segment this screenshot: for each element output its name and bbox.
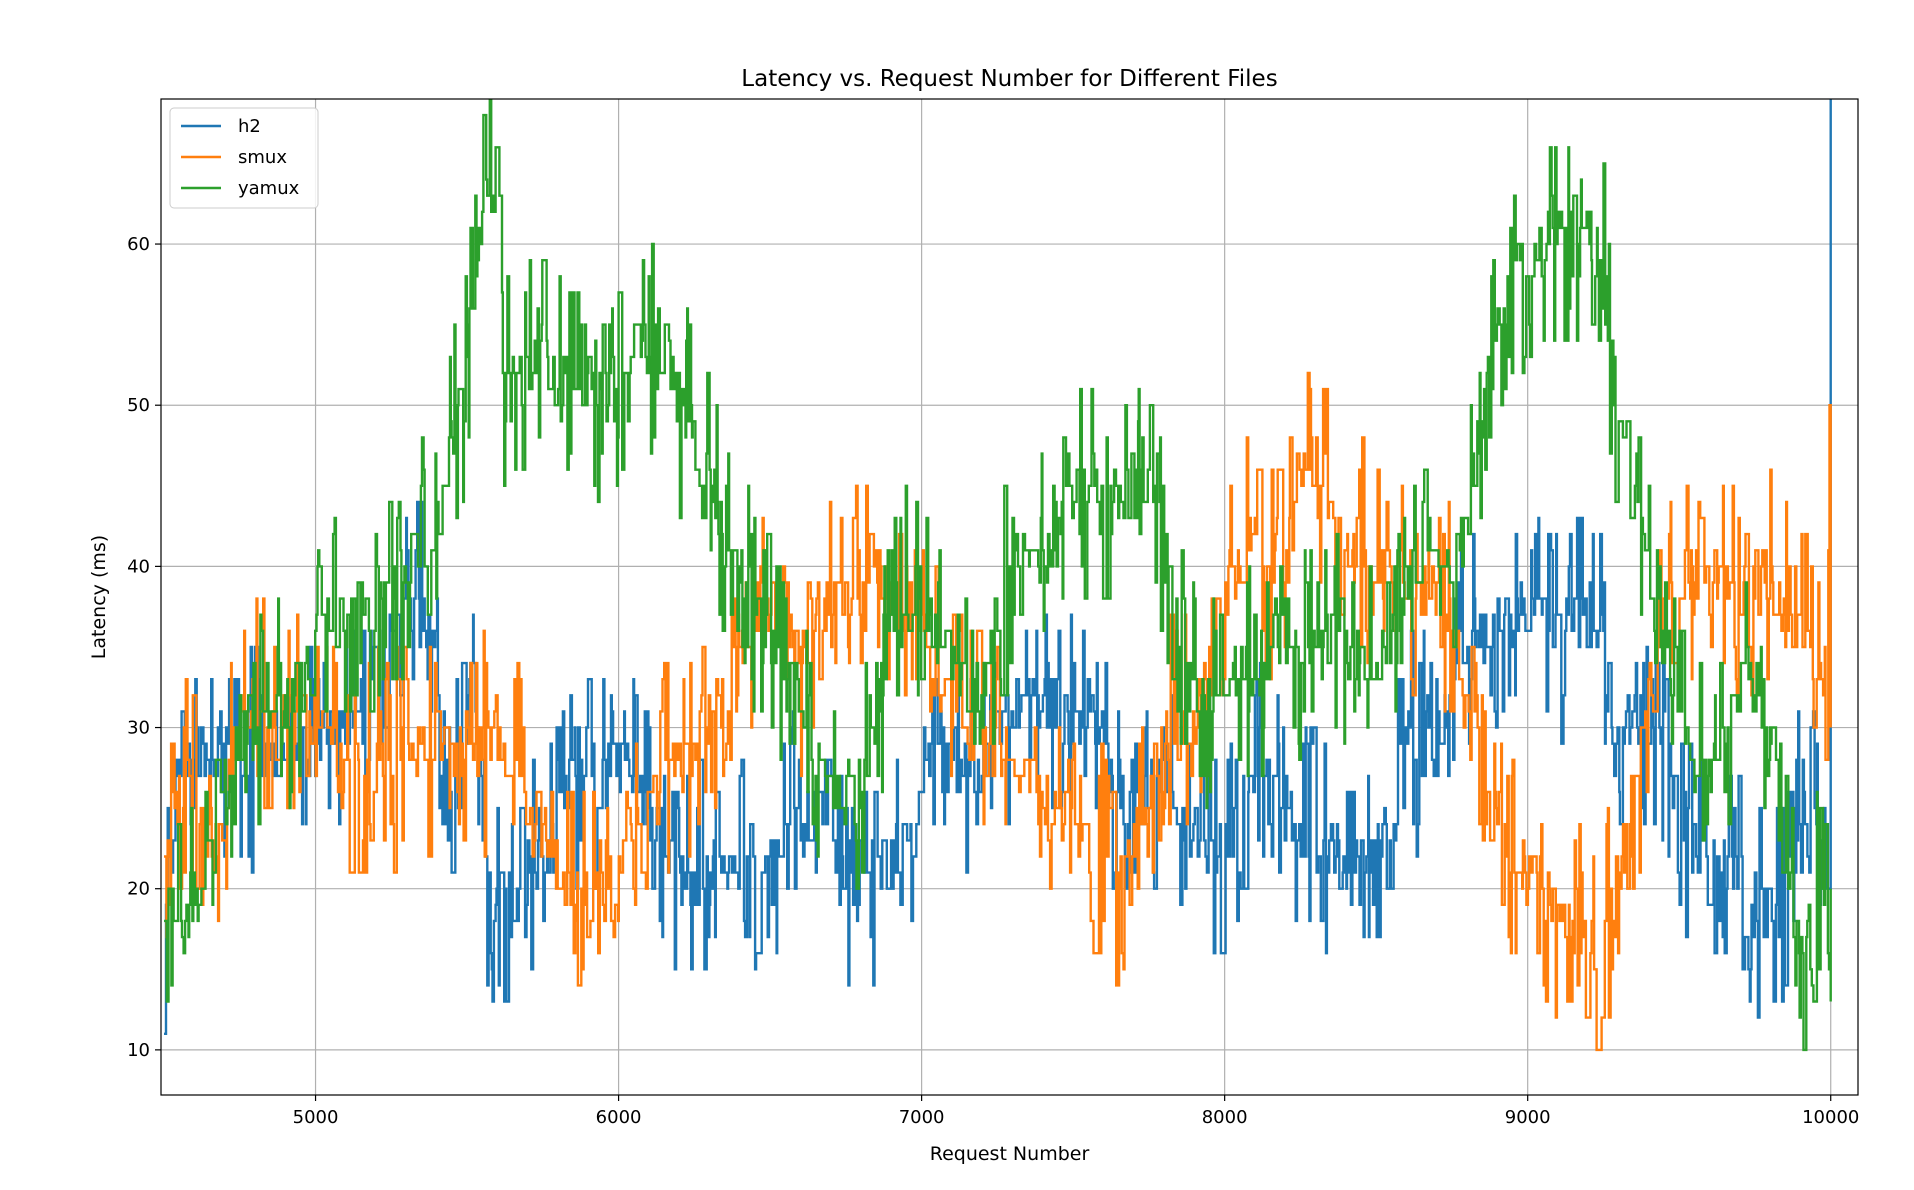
y-tick-label: 20: [127, 879, 150, 900]
x-axis-label: Request Number: [930, 1143, 1090, 1165]
legend: h2 smux yamux: [169, 107, 319, 209]
y-tick-label: 40: [127, 556, 150, 577]
legend-label-yamux: yamux: [238, 178, 300, 199]
plot-frame: [160, 98, 1859, 1096]
series-lines: [164, 99, 1832, 1052]
x-tick-label: 9000: [1505, 1107, 1551, 1128]
axis-ticks: 5000 6000 7000 8000 9000 10000 10 20 30 40 50 60: [127, 234, 1859, 1128]
legend-label-smux: smux: [238, 147, 287, 168]
y-axis-label: Latency (ms): [88, 535, 110, 659]
x-tick-label: 8000: [1202, 1107, 1248, 1128]
x-tick-label: 7000: [899, 1107, 945, 1128]
y-tick-label: 50: [127, 395, 150, 416]
x-tick-label: 6000: [596, 1107, 642, 1128]
legend-box: [169, 107, 319, 209]
series-line-yamux: [164, 99, 1832, 1052]
y-tick-label: 60: [127, 234, 150, 255]
y-tick-label: 30: [127, 718, 150, 739]
x-tick-label: 5000: [293, 1107, 339, 1128]
x-tick-label: 10000: [1802, 1107, 1859, 1128]
legend-label-h2: h2: [238, 116, 261, 137]
y-tick-label: 10: [127, 1040, 150, 1061]
chart-title: Latency vs. Request Number for Different…: [741, 66, 1277, 92]
